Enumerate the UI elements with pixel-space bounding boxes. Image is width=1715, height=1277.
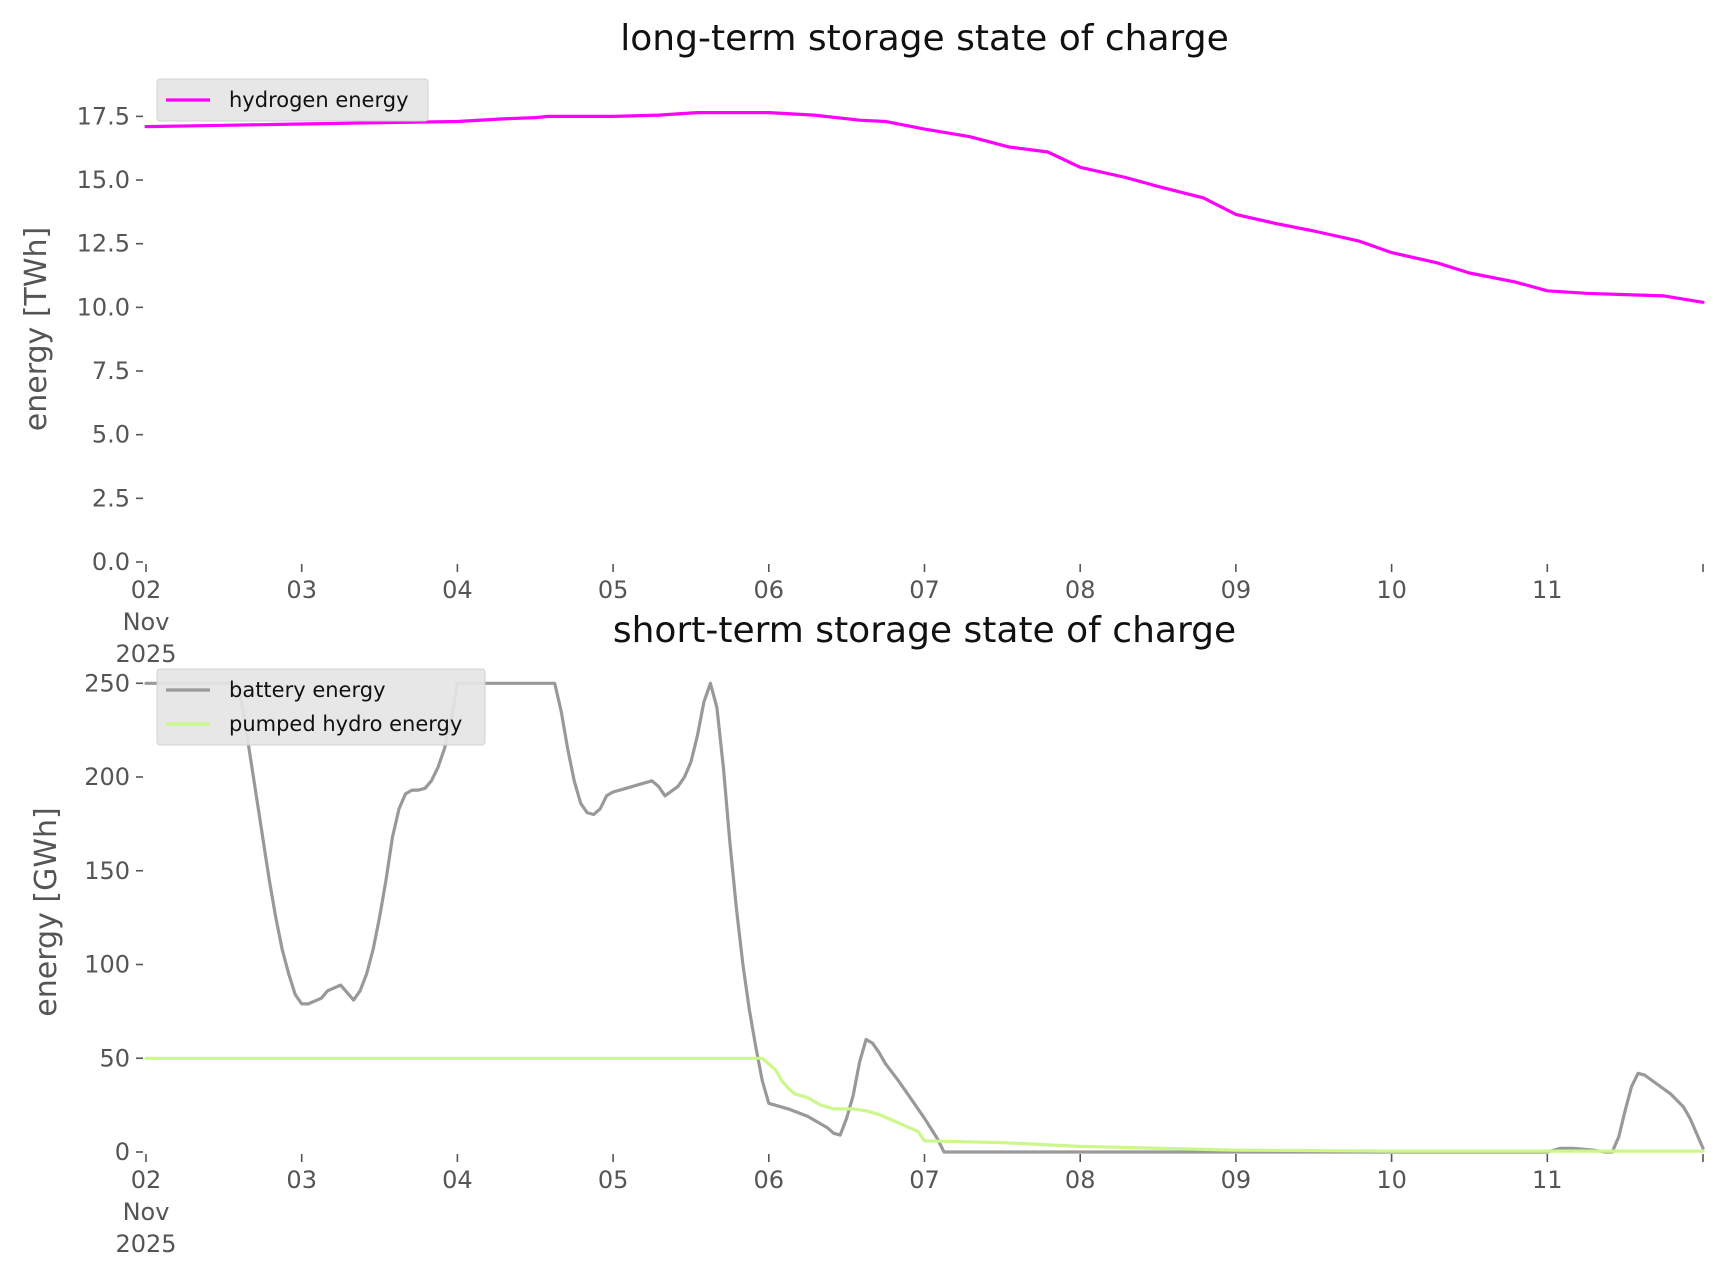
x-tick-label: 05	[598, 1166, 629, 1194]
y-axis-label: energy [TWh]	[19, 227, 54, 431]
y-tick-label: 17.5	[77, 102, 130, 130]
legend-box	[156, 668, 486, 746]
chart-title: long-term storage state of charge	[620, 18, 1228, 59]
x-tick-label: 08	[1065, 576, 1096, 604]
x-tick-label: 04	[442, 1166, 473, 1194]
x-tick-label: 11	[1532, 576, 1563, 604]
chart-2: short-term storage state of charge energy…	[29, 610, 1705, 1258]
legend: battery energy pumped hydro energy	[156, 668, 486, 746]
y-tick-label: 12.5	[77, 230, 130, 258]
x-tick-label: 02	[131, 1166, 162, 1194]
x-tick-label: 06	[754, 576, 785, 604]
x-tick-label: 09	[1221, 1166, 1252, 1194]
chart-title: short-term storage state of charge	[613, 610, 1236, 651]
y-tick-label: 100	[84, 951, 130, 979]
y-tick-label: 15.0	[77, 166, 130, 194]
y-tick-label: 2.5	[92, 484, 130, 512]
x-tick-label: 2025	[115, 1230, 176, 1258]
x-tick-label: 2025	[115, 640, 176, 668]
y-tick-label: 7.5	[92, 357, 130, 385]
x-tick-label: 11	[1532, 1166, 1563, 1194]
y-axis-label: energy [GWh]	[29, 807, 64, 1016]
series-line-1	[144, 681, 1705, 1154]
x-tick-label: 06	[754, 1166, 785, 1194]
y-tick-label: 50	[99, 1044, 130, 1072]
x-tick-label: 03	[286, 1166, 317, 1194]
legend: hydrogen energy	[156, 78, 429, 122]
x-tick-label: 08	[1065, 1166, 1096, 1194]
x-tick-label: Nov	[123, 1198, 170, 1226]
x-tick-label: 10	[1376, 576, 1407, 604]
x-tick-label: 02	[131, 576, 162, 604]
x-tick-label: 03	[286, 576, 317, 604]
legend-entry: pumped hydro energy	[229, 712, 462, 736]
y-tick-label: 0	[115, 1138, 130, 1166]
x-tick-label: 10	[1376, 1166, 1407, 1194]
y-tick-label: 150	[84, 857, 130, 885]
series-line-1	[144, 111, 1705, 304]
legend-box	[156, 78, 429, 122]
chart-1: long-term storage state of charge energy …	[19, 18, 1705, 668]
x-tick-label: 07	[909, 1166, 940, 1194]
legend-entry: hydrogen energy	[229, 88, 409, 112]
x-tick-label: 07	[909, 576, 940, 604]
y-tick-label: 5.0	[92, 421, 130, 449]
x-tick-label: 05	[598, 576, 629, 604]
x-tick-label: 09	[1221, 576, 1252, 604]
series-line-2	[144, 1056, 1705, 1153]
y-tick-label: 200	[84, 763, 130, 791]
y-tick-label: 0.0	[92, 548, 130, 576]
x-tick-label: Nov	[123, 608, 170, 636]
legend-entry: battery energy	[229, 678, 386, 702]
x-tick-label: 04	[442, 576, 473, 604]
y-tick-label: 10.0	[77, 293, 130, 321]
y-tick-label: 250	[84, 669, 130, 697]
